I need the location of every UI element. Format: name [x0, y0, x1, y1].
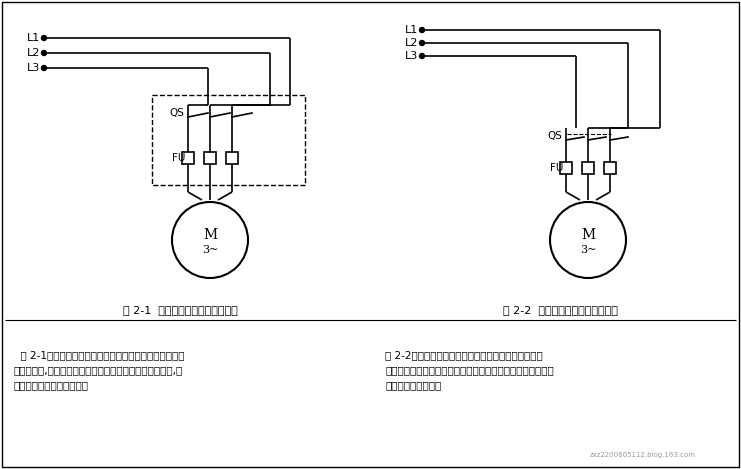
Text: 3~: 3~ — [202, 245, 218, 255]
Circle shape — [419, 53, 425, 59]
Circle shape — [172, 202, 248, 278]
Text: 图 2-2  转换开关单向运行控制线路: 图 2-2 转换开关单向运行控制线路 — [502, 305, 617, 315]
Text: QS: QS — [547, 131, 562, 141]
Circle shape — [41, 51, 47, 55]
Text: 图 2-2所示为用转换开关控制电动机的起动与停止的线: 图 2-2所示为用转换开关控制电动机的起动与停止的线 — [385, 350, 542, 360]
Text: 及其它小功率三相电动机。: 及其它小功率三相电动机。 — [14, 380, 89, 390]
Bar — [604, 162, 616, 174]
Bar — [182, 152, 194, 164]
Text: FU: FU — [550, 163, 563, 173]
Text: L1: L1 — [405, 25, 418, 35]
Circle shape — [550, 202, 626, 278]
Text: 路，它主要用作引入电源或控制小功率的电动机。工厂中常用: 路，它主要用作引入电源或控制小功率的电动机。工厂中常用 — [385, 365, 554, 375]
Bar — [582, 162, 594, 174]
Text: L2: L2 — [405, 38, 418, 48]
Text: QS: QS — [169, 108, 184, 118]
Text: M: M — [203, 228, 217, 242]
Text: L1: L1 — [27, 33, 40, 43]
Text: 图 2-1所示为用闸刀开关或铁壳开关控制电动机的起动与: 图 2-1所示为用闸刀开关或铁壳开关控制电动机的起动与 — [14, 350, 185, 360]
Text: 来控制台钻等设备。: 来控制台钻等设备。 — [385, 380, 441, 390]
Bar — [226, 152, 238, 164]
Circle shape — [41, 36, 47, 40]
Text: 3~: 3~ — [579, 245, 597, 255]
Text: M: M — [581, 228, 595, 242]
Text: L3: L3 — [27, 63, 40, 73]
Text: L3: L3 — [405, 51, 418, 61]
Bar — [152, 95, 305, 185]
Bar — [560, 162, 572, 174]
Bar — [204, 152, 216, 164]
Circle shape — [41, 66, 47, 70]
Text: 图 2-1  闸刀开关单向运行控制线路: 图 2-1 闸刀开关单向运行控制线路 — [122, 305, 237, 315]
Text: 停止的线路,工厂中常用来控制砂轮机、三相电风扇等设备,以: 停止的线路,工厂中常用来控制砂轮机、三相电风扇等设备,以 — [14, 365, 183, 375]
Circle shape — [419, 28, 425, 32]
Circle shape — [419, 40, 425, 45]
Text: L2: L2 — [27, 48, 40, 58]
Text: zxz2200805112.blog.163.com: zxz2200805112.blog.163.com — [590, 452, 696, 458]
Text: FU: FU — [172, 153, 185, 163]
